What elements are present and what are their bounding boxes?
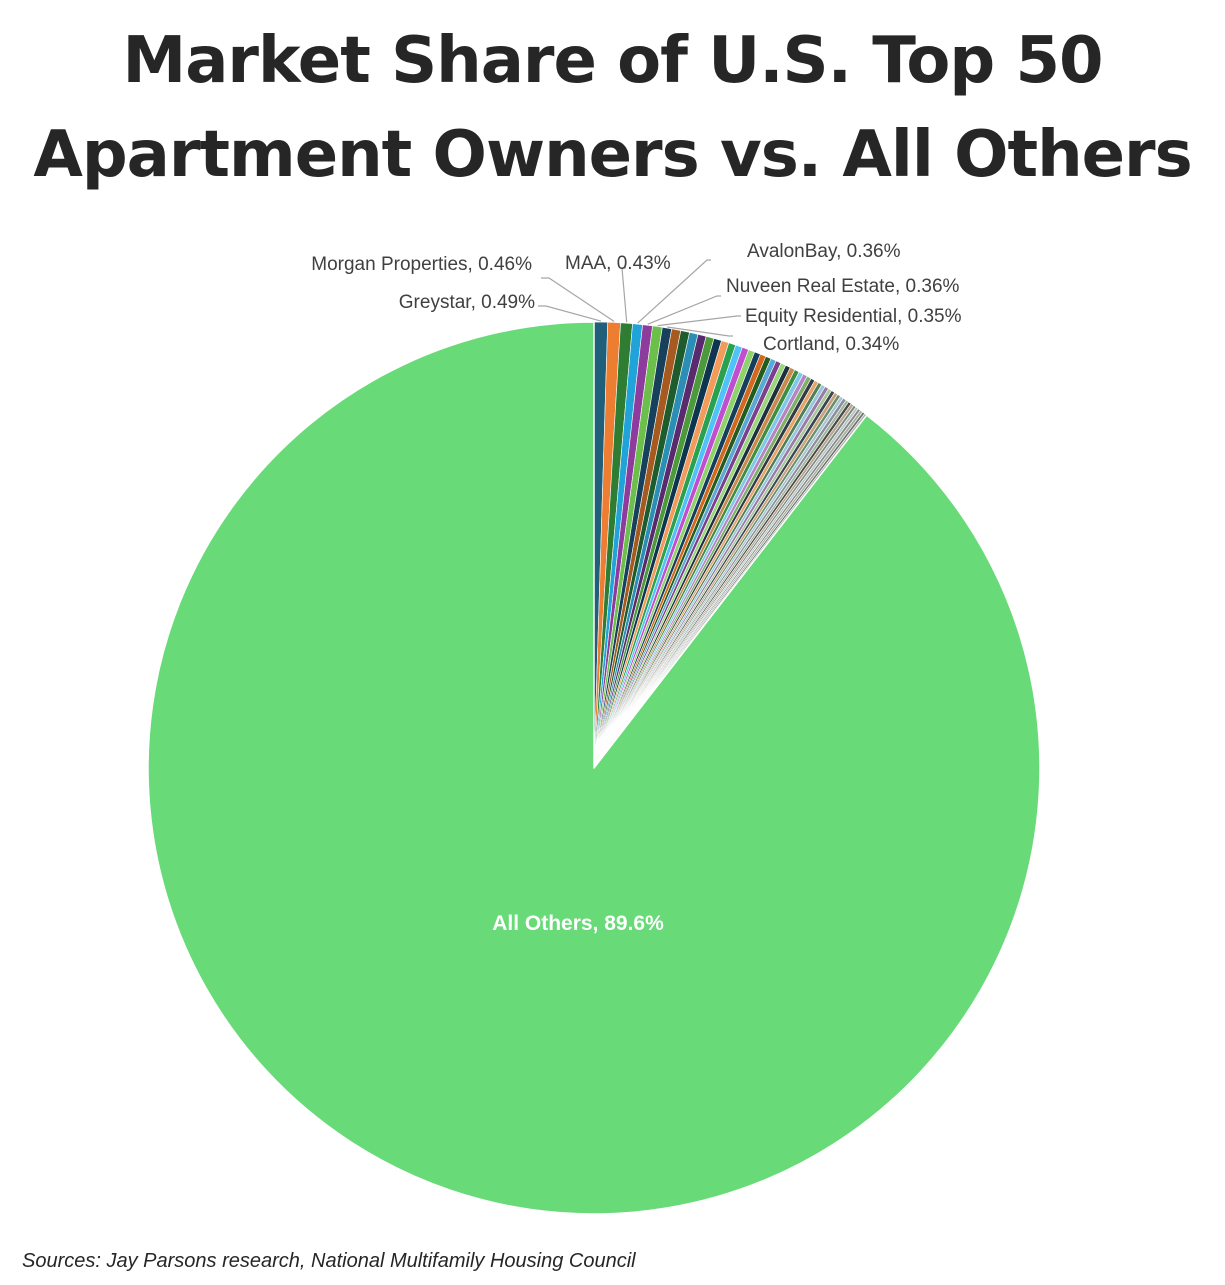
leader-line-greystar [538,305,602,322]
leader-line-nuveen-real-estate [647,295,721,325]
leader-line-cortland [667,326,733,337]
data-label-all-others: All Others, 89.6% [492,912,664,935]
data-label-morgan-properties: Morgan Properties, 0.46% [311,254,532,275]
data-labels: Greystar, 0.49% Morgan Properties, 0.46% M… [311,241,961,935]
pie-slice-all-others [147,321,1041,1215]
leader-line-equity-residential [657,315,741,327]
pie-slices [147,321,1041,1215]
source-note: Sources: Jay Parsons research, National … [22,1250,636,1272]
chart-title-line-2: Apartment Owners vs. All Others [33,118,1192,192]
data-label-cortland: Cortland, 0.34% [763,334,899,355]
data-label-nuveen-real-estate: Nuveen Real Estate, 0.36% [726,276,960,297]
data-label-equity-residential: Equity Residential, 0.35% [745,306,962,327]
data-label-greystar: Greystar, 0.49% [399,292,535,313]
chart-title: Market Share of U.S. Top 50 Apartment Ow… [0,14,1225,202]
leader-line-morgan-properties [541,277,615,322]
chart-title-line-1: Market Share of U.S. Top 50 [122,24,1104,98]
leader-lines [538,259,741,337]
leader-line-avalonbay [637,259,711,324]
data-label-maa: MAA, 0.43% [565,253,671,274]
leader-line-maa [621,267,628,323]
data-label-avalonbay: AvalonBay, 0.36% [747,241,901,262]
